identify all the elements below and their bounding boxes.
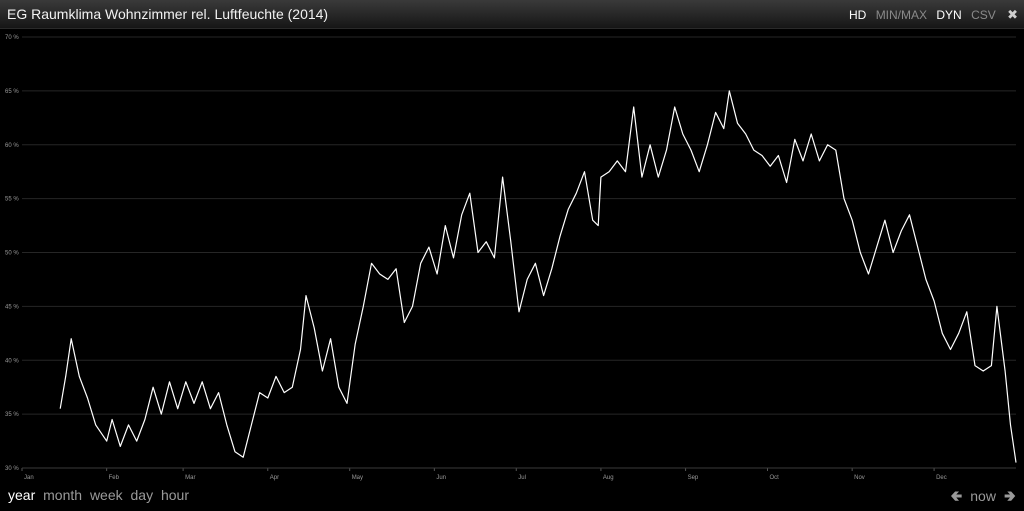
y-tick-label: 70 %	[5, 35, 19, 41]
range-month-button[interactable]: month	[43, 487, 83, 503]
x-tick-label: May	[352, 475, 363, 481]
x-tick-label: Dec	[936, 475, 947, 481]
y-tick-label: 55 %	[5, 197, 19, 203]
range-day-button[interactable]: day	[130, 487, 154, 503]
grid-lines	[22, 36, 1016, 469]
mode-toggles: HD MIN/MAX DYN CSV ✖	[843, 7, 1018, 23]
x-tick-label: Jul	[518, 475, 526, 481]
y-tick-label: 40 %	[5, 358, 19, 364]
y-tick-label: 30 %	[5, 466, 19, 472]
mode-csv-button[interactable]: CSV	[971, 8, 996, 22]
mode-hd-button[interactable]: HD	[849, 8, 867, 22]
range-selector: year month week day hour	[8, 487, 193, 503]
x-tick-label: Apr	[270, 475, 279, 481]
x-tick-label: Aug	[603, 475, 614, 481]
x-tick-label: Jun	[436, 475, 446, 481]
humidity-series-line	[59, 90, 1017, 463]
x-tick-label: Mar	[185, 475, 195, 481]
range-hour-button[interactable]: hour	[160, 487, 190, 503]
time-navigation: 🢀 now 🢂	[950, 486, 1016, 511]
series	[59, 90, 1017, 463]
y-tick-label: 65 %	[5, 89, 19, 95]
y-tick-label: 35 %	[5, 412, 19, 418]
x-tick-label: Feb	[109, 475, 120, 481]
x-tick-label: Jan	[24, 475, 34, 481]
x-tick-label: Nov	[854, 475, 865, 481]
right-arrow-icon[interactable]: 🢂	[1003, 488, 1016, 505]
y-tick-label: 50 %	[5, 251, 19, 257]
now-button[interactable]: now	[970, 488, 996, 504]
axis-labels: 30 % 35 % 40 % 45 % 50 % 55 % 60 % 65 % 70 % Jan F…	[5, 35, 1016, 481]
bottom-bar: year month week day hour 🢀 now 🢂	[0, 483, 1024, 505]
close-icon[interactable]: ✖	[1007, 7, 1018, 22]
chart-title: EG Raumklima Wohnzimmer rel. Luftfeuchte…	[7, 6, 329, 22]
x-tick-label: Oct	[770, 475, 780, 481]
y-tick-label: 45 %	[5, 304, 19, 310]
mode-minmax-button[interactable]: MIN/MAX	[875, 8, 928, 22]
humidity-chart: 30 % 35 % 40 % 45 % 50 % 55 % 60 % 65 % 70 % Jan F…	[5, 35, 1017, 481]
mode-dyn-button[interactable]: DYN	[936, 8, 962, 22]
range-week-button[interactable]: week	[89, 487, 123, 503]
range-year-button[interactable]: year	[8, 487, 36, 503]
y-tick-label: 60 %	[5, 143, 19, 149]
x-tick-label: Sep	[688, 475, 699, 481]
title-bar: EG Raumklima Wohnzimmer rel. Luftfeuchte…	[0, 0, 1024, 29]
left-arrow-icon[interactable]: 🢀	[950, 488, 963, 505]
